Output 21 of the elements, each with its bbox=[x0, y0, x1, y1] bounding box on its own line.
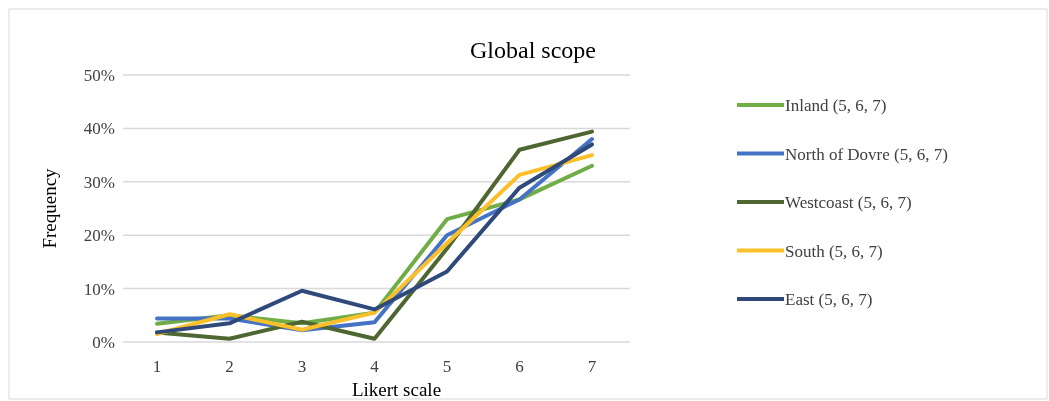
x-tick-label: 6 bbox=[515, 357, 524, 376]
x-tick-label: 4 bbox=[370, 357, 380, 376]
x-tick-label: 7 bbox=[587, 357, 597, 376]
y-tick-label: 50% bbox=[83, 66, 115, 85]
y-tick-label: 20% bbox=[83, 226, 115, 246]
legend-label: Westcoast (5, 6, 7) bbox=[785, 193, 912, 212]
y-axis-title: Frequency bbox=[39, 167, 60, 249]
y-tick-label: 10% bbox=[83, 279, 115, 299]
legend-label: North of Dovre (5, 6, 7) bbox=[785, 144, 948, 164]
y-tick-label: 30% bbox=[83, 172, 115, 192]
x-tick-label: 3 bbox=[297, 357, 307, 376]
legend-label: Inland (5, 6, 7) bbox=[785, 96, 887, 115]
x-tick-label: 2 bbox=[225, 357, 234, 376]
x-tick-label: 5 bbox=[442, 357, 452, 376]
chart-title: Global scope bbox=[470, 37, 596, 63]
legend-label: East (5, 6, 7) bbox=[785, 290, 873, 309]
x-tick-label: 1 bbox=[152, 357, 162, 376]
legend-label: South (5, 6, 7) bbox=[785, 241, 883, 261]
y-tick-label: 40% bbox=[83, 119, 115, 139]
y-tick-label: 0% bbox=[92, 333, 115, 352]
x-axis-title: Likert scale bbox=[351, 379, 442, 400]
